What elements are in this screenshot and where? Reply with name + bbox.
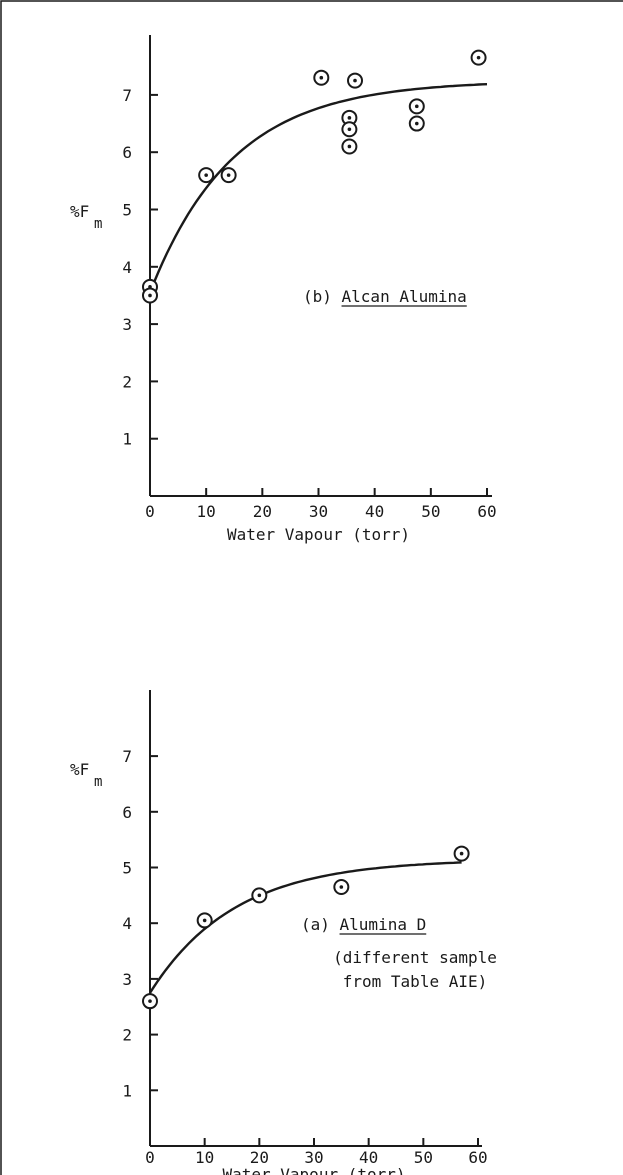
data-point	[455, 847, 469, 861]
chart-b-alcan-alumina: 1 2 3 4 5 6 7 0 10 20 30 40 50 60 Water Vapour (torr)%…	[70, 35, 497, 544]
y-tick-label: 6	[122, 143, 132, 162]
data-point	[143, 994, 157, 1008]
x-tick-label: 0	[145, 502, 155, 521]
panel-annotation-sample-name: Alumina D	[340, 915, 427, 934]
x-axis-title: Water Vapour (torr)	[222, 1165, 405, 1175]
data-point	[199, 168, 213, 182]
y-tick-label: 5	[122, 859, 132, 878]
y-tick-label: 7	[122, 86, 132, 105]
x-tick-label: 60	[468, 1148, 487, 1167]
data-point	[314, 71, 328, 85]
y-tick-label: 6	[122, 803, 132, 822]
data-point	[334, 880, 348, 894]
x-tick-label: 50	[421, 502, 440, 521]
panel-annotation: (a) Alumina D	[301, 915, 426, 934]
x-tick-label: 50	[414, 1148, 433, 1167]
y-tick-label: 3	[122, 970, 132, 989]
x-tick-label: 40	[365, 502, 384, 521]
data-point	[222, 168, 236, 182]
data-point	[472, 51, 486, 65]
x-tick-label: 30	[309, 502, 328, 521]
y-tick-label: 4	[122, 258, 132, 277]
data-point	[348, 74, 362, 88]
y-tick-label: 7	[122, 747, 132, 766]
x-tick-label: 60	[477, 502, 496, 521]
y-tick-label: 5	[122, 201, 132, 220]
data-point	[252, 888, 266, 902]
panel-note-line: (different sample	[333, 948, 497, 967]
y-tick-label: 2	[122, 372, 132, 391]
y-tick-label: 4	[122, 914, 132, 933]
panel-annotation-sample-name: Alcan Alumina	[342, 287, 467, 306]
x-tick-label: 0	[145, 1148, 155, 1167]
x-tick-label: 10	[195, 1148, 214, 1167]
fitted-curve	[150, 84, 487, 292]
x-axis-title: Water Vapour (torr)	[227, 525, 410, 544]
data-point	[143, 288, 157, 302]
data-point	[410, 117, 424, 131]
data-point	[342, 122, 356, 136]
data-point	[410, 99, 424, 113]
data-point	[342, 139, 356, 153]
y-axis-title: %F	[70, 202, 89, 221]
panel-note-line: from Table AIE)	[343, 972, 488, 991]
y-tick-label: 2	[122, 1026, 132, 1045]
data-point	[198, 913, 212, 927]
y-tick-label: 1	[122, 430, 132, 449]
panel-annotation: (b) Alcan Alumina	[303, 287, 467, 306]
y-axis-title-subscript: m	[94, 216, 102, 232]
y-tick-label: 3	[122, 315, 132, 334]
x-tick-label: 10	[197, 502, 216, 521]
y-tick-label: 1	[122, 1081, 132, 1100]
y-axis-title-subscript: m	[94, 774, 102, 790]
y-axis-title: %F	[70, 760, 89, 779]
x-tick-label: 20	[253, 502, 272, 521]
